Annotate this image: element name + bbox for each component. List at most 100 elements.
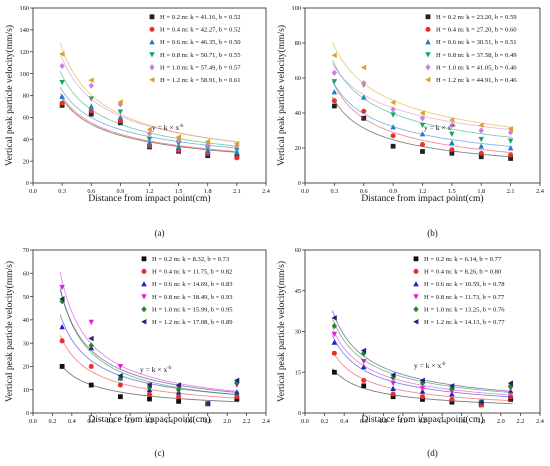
data-point (360, 347, 367, 354)
x-axis-label: Distance from impact point(cm) (361, 193, 483, 204)
x-tick-label: 1.8 (204, 418, 212, 425)
data-point (59, 284, 65, 291)
data-point (449, 147, 455, 153)
y-tick-label: 40 (295, 110, 301, 117)
x-tick-label: 0.6 (360, 418, 368, 425)
legend-marker (141, 306, 147, 313)
legend-entry: H = 0.2 m: k = 23.20, b = 0.59 (436, 14, 517, 21)
x-tick-label: 0.6 (360, 188, 368, 195)
series-3 (59, 86, 240, 155)
x-tick-label: 1.8 (204, 188, 212, 195)
data-point (117, 99, 123, 105)
legend: H = 0.2 m: k = 41.16, b = 0.52 H = 0.4 m:… (149, 14, 241, 84)
data-point (59, 62, 65, 70)
data-point (448, 117, 455, 123)
data-point (449, 139, 455, 146)
data-point (390, 391, 396, 397)
data-point (331, 350, 337, 356)
legend-marker (425, 77, 431, 83)
data-point (331, 52, 337, 59)
data-point (234, 155, 240, 161)
data-point (59, 338, 65, 344)
legend: H = 0.2 m: k = 6.14, b = 0.77 H = 0.4 m: … (413, 256, 505, 326)
data-point (146, 130, 153, 137)
data-point (360, 64, 367, 71)
data-point (331, 339, 338, 345)
y-tick-label: 45 (295, 288, 301, 295)
y-axis-label: Vertical peak particle velocity(mm/s) (4, 261, 15, 402)
data-point (390, 99, 396, 106)
legend-entry: H = 0.6 m: k = 30.51, b = 0.51 (436, 39, 517, 46)
data-point (234, 147, 240, 154)
y-tick-label: 0 (298, 180, 301, 187)
y-tick-label: 120 (20, 49, 29, 56)
y-tick-label: 50 (23, 294, 29, 301)
data-point (59, 364, 65, 369)
data-point (117, 382, 123, 388)
legend-marker (141, 319, 147, 325)
fit-curve (59, 289, 239, 394)
x-tick-label: 0.0 (301, 188, 309, 195)
y-tick-label: 100 (20, 71, 29, 78)
x-tick-label: 0.8 (107, 418, 115, 425)
legend-marker (141, 268, 147, 274)
legend-entry: H = 1.0 m: k = 57.49, b = 0.57 (160, 64, 241, 71)
x-tick-label: 1.5 (175, 188, 183, 195)
legend-marker (149, 14, 155, 20)
x-tick-label: 0.9 (389, 188, 397, 195)
data-point (419, 394, 426, 400)
x-tick-label: 0.0 (29, 188, 37, 195)
panel-label: (c) (155, 448, 165, 458)
y-axis-label: Vertical peak particle velocity(mm/s) (276, 261, 287, 402)
data-point (508, 152, 514, 158)
y-tick-label: 60 (295, 75, 301, 82)
y-tick-label: 20 (295, 145, 301, 152)
data-point (59, 100, 65, 106)
y-tick-label: 60 (23, 270, 29, 277)
data-point (478, 136, 485, 143)
data-point (175, 382, 182, 388)
data-point (233, 377, 240, 384)
x-tick-label: 2.1 (233, 188, 241, 195)
data-point (331, 322, 338, 330)
data-point (204, 145, 211, 151)
chart-panel-3: 0.0 0.2 0.4 0.6 0.8 1.0 1.2 1.4 1.6 1.8 2.0 2.2 2.4 0… (4, 247, 271, 458)
panel-label: (d) (427, 448, 438, 458)
data-point (448, 383, 455, 389)
legend-entry: H = 0.2 m: k = 8.32, b = 0.73 (152, 256, 230, 263)
data-point (508, 397, 514, 402)
data-point (331, 331, 338, 338)
data-point (331, 79, 338, 85)
formula-exponent: -b (167, 366, 172, 371)
data-point (88, 108, 94, 114)
legend-marker (149, 26, 155, 32)
data-point (59, 323, 65, 330)
x-tick-label: 1.2 (146, 418, 154, 425)
x-tick-label: 2.0 (223, 418, 231, 425)
data-point (175, 386, 182, 393)
data-point (478, 143, 485, 149)
data-point (390, 394, 396, 400)
data-point (419, 141, 426, 148)
y-tick-label: 20 (23, 158, 29, 165)
legend-entry: H = 0.8 m: k = 11.73, b = 0.77 (424, 294, 505, 301)
data-point (59, 296, 65, 302)
legend-entry: H = 0.8 m: k = 50.71, b = 0.55 (160, 52, 241, 59)
formula-text: y = k × x-b (424, 123, 456, 132)
plot-frame (32, 7, 267, 184)
data-point (175, 144, 182, 150)
x-tick-label: 2.2 (243, 418, 251, 425)
data-point (390, 385, 396, 391)
legend: H = 0.2 m: k = 8.32, b = 0.73 H = 0.4 m: … (141, 256, 233, 326)
chart-panel-1: 0.0 0.3 0.6 0.9 1.2 1.5 1.8 2.1 2.4 0 20 40 60 80 100 1… (4, 5, 271, 238)
data-point (478, 154, 484, 160)
data-point (205, 141, 211, 148)
data-point (88, 382, 94, 388)
data-point (419, 115, 426, 122)
data-point (331, 103, 337, 109)
data-point (360, 94, 367, 100)
data-point (88, 111, 94, 117)
y-tick-label: 160 (20, 5, 29, 12)
legend-entry: H = 0.4 m: k = 27.20, b = 0.60 (436, 27, 517, 34)
data-point (176, 398, 182, 404)
